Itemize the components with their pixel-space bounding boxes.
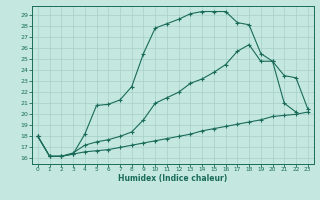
X-axis label: Humidex (Indice chaleur): Humidex (Indice chaleur): [118, 174, 228, 183]
